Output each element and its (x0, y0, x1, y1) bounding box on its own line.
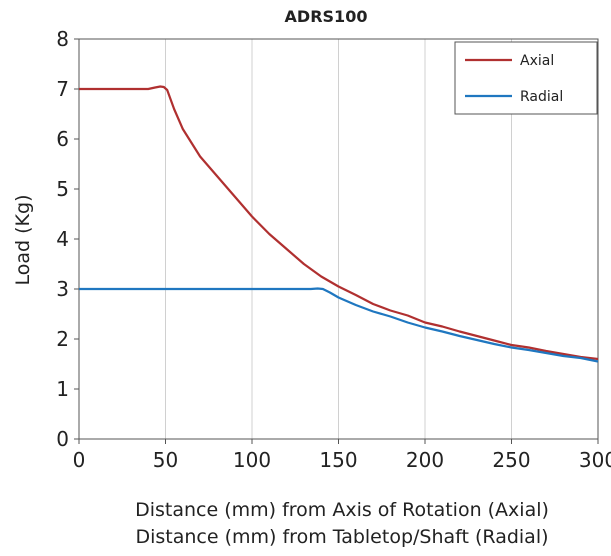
series-line-radial (79, 287, 599, 363)
x-axis-label-line-1: Distance (mm) from Axis of Rotation (Axi… (135, 499, 549, 521)
x-tick-label-300: 300 (579, 448, 611, 472)
x-tick-label-250: 250 (492, 448, 530, 472)
legend-box (454, 41, 598, 115)
legend-label-radial: Radial (520, 89, 563, 105)
y-tick-label-5: 5 (56, 177, 69, 201)
y-tick-label-1: 1 (56, 377, 69, 401)
y-tick-label-7: 7 (56, 77, 69, 101)
y-tick-label-2: 2 (56, 327, 69, 351)
series-line-axial (79, 85, 599, 361)
axis-ticks: 0 50 100 150 200 250 300 0 1 2 3 4 5 6 7 8 (56, 27, 611, 472)
x-tick-label-0: 0 (73, 448, 86, 472)
y-tick-label-3: 3 (56, 277, 69, 301)
y-tick-label-0: 0 (56, 427, 69, 451)
x-tick-label-50: 50 (153, 448, 178, 472)
legend: Axial Radial (454, 41, 598, 115)
chart-title: ADRS100 (285, 7, 368, 26)
x-tick-label-100: 100 (233, 448, 271, 472)
y-tick-label-4: 4 (56, 227, 69, 251)
legend-label-axial: Axial (520, 53, 554, 69)
x-tick-label-150: 150 (319, 448, 357, 472)
x-tick-label-200: 200 (406, 448, 444, 472)
y-tick-label-8: 8 (56, 27, 69, 51)
y-tick-label-6: 6 (56, 127, 69, 151)
x-axis-label-line-2: Distance (mm) from Tabletop/Shaft (Radia… (135, 526, 548, 548)
series-lines (79, 85, 599, 363)
y-axis-label: Load (Kg) (12, 195, 34, 286)
